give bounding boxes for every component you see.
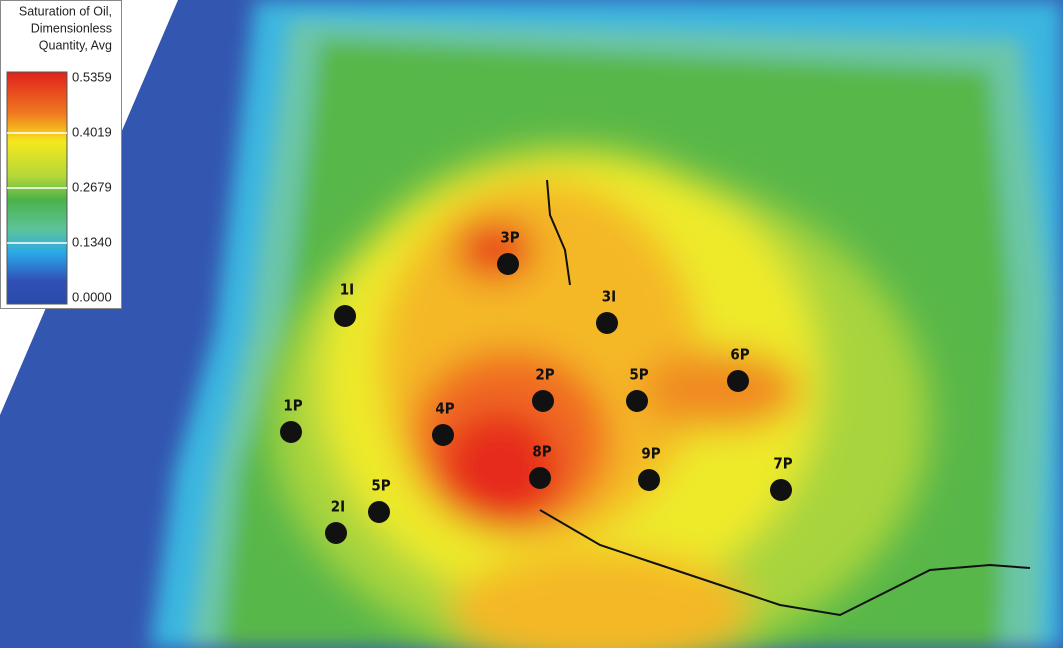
well-marker (596, 312, 618, 334)
legend-tick: 0.0000 (72, 289, 112, 304)
legend-tick: 0.4019 (72, 124, 112, 139)
wells: 3P 1I 3I 6P 2P 5P 1P 4P 8P 9P 7P 2I 5P (280, 229, 793, 544)
well-label: 2P (535, 366, 554, 384)
well-label: 3I (602, 288, 616, 306)
well-label: 4P (435, 400, 454, 418)
well-marker (532, 390, 554, 412)
well-label: 5P (629, 366, 648, 384)
fault-line (546, 179, 571, 286)
well-label: 3P (500, 229, 519, 247)
well-label: 8P (532, 443, 551, 461)
well-marker (334, 305, 356, 327)
legend-tick: 0.2679 (72, 179, 112, 194)
saturation-high (270, 150, 930, 648)
well-label: 2I (331, 498, 345, 516)
well-marker (638, 469, 660, 491)
fault-line (539, 509, 1031, 617)
well-marker (626, 390, 648, 412)
well-marker (529, 467, 551, 489)
well-marker (727, 370, 749, 392)
well-label: 6P (730, 346, 749, 364)
well-label: 9P (641, 445, 660, 463)
well-marker (325, 522, 347, 544)
well-label: 5P (371, 477, 390, 495)
well-label: 7P (773, 455, 792, 473)
well-label: 1I (340, 281, 354, 299)
well-marker (770, 479, 792, 501)
well-marker (368, 501, 390, 523)
well-marker (497, 253, 519, 275)
legend: Saturation of Oil, Dimensionless Quantit… (0, 0, 122, 309)
legend-tick: 0.1340 (72, 234, 112, 249)
legend-title: Dimensionless (31, 21, 112, 35)
legend-title: Saturation of Oil, (19, 4, 112, 18)
well-marker (280, 421, 302, 443)
well-marker (432, 424, 454, 446)
legend-title: Quantity, Avg (39, 38, 112, 52)
legend-tick: 0.5359 (72, 69, 112, 84)
well-label: 1P (283, 397, 302, 415)
